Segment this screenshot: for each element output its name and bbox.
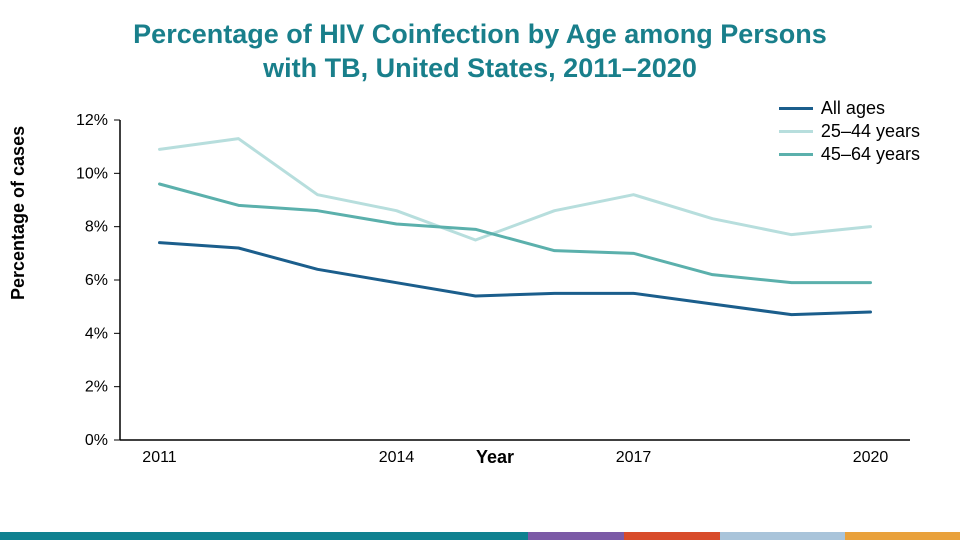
y-tick-label: 10% [76, 165, 108, 182]
legend-swatch [779, 107, 813, 110]
y-tick-label: 0% [85, 432, 108, 449]
y-tick-label: 2% [85, 379, 108, 396]
series-45_64 [160, 184, 871, 283]
title-line1: Percentage of HIV Coinfection by Age amo… [133, 19, 827, 49]
legend-item: All ages [779, 98, 920, 119]
y-axis-label: Percentage of cases [8, 126, 29, 300]
y-tick-label: 12% [76, 112, 108, 129]
series-25_44 [160, 139, 871, 240]
x-axis-label: Year [476, 447, 514, 468]
legend: All ages25–44 years45–64 years [779, 98, 920, 167]
x-tick-label: 2017 [616, 449, 652, 466]
footer-accent-bar [0, 532, 960, 540]
footer-segment [0, 532, 528, 540]
chart-title: Percentage of HIV Coinfection by Age amo… [0, 0, 960, 86]
x-tick-label: 2020 [853, 449, 889, 466]
x-tick-label: 2014 [379, 449, 415, 466]
y-tick-label: 6% [85, 272, 108, 289]
legend-label: 45–64 years [821, 144, 920, 165]
legend-item: 25–44 years [779, 121, 920, 142]
legend-item: 45–64 years [779, 144, 920, 165]
x-tick-label: 2011 [142, 449, 177, 466]
y-tick-label: 8% [85, 219, 108, 236]
legend-label: 25–44 years [821, 121, 920, 142]
line-chart: 0% 2% 4% 6% 8% 10% 12% 2011 2014 2017 2020 [60, 110, 930, 490]
footer-segment [720, 532, 845, 540]
footer-segment [624, 532, 720, 540]
legend-swatch [779, 130, 813, 133]
footer-segment [845, 532, 960, 540]
chart-area: 0% 2% 4% 6% 8% 10% 12% 2011 2014 2017 2020 Year [60, 110, 930, 490]
legend-swatch [779, 153, 813, 156]
title-line2: with TB, United States, 2011–2020 [263, 53, 697, 83]
footer-segment [528, 532, 624, 540]
legend-label: All ages [821, 98, 885, 119]
y-tick-label: 4% [85, 325, 108, 342]
